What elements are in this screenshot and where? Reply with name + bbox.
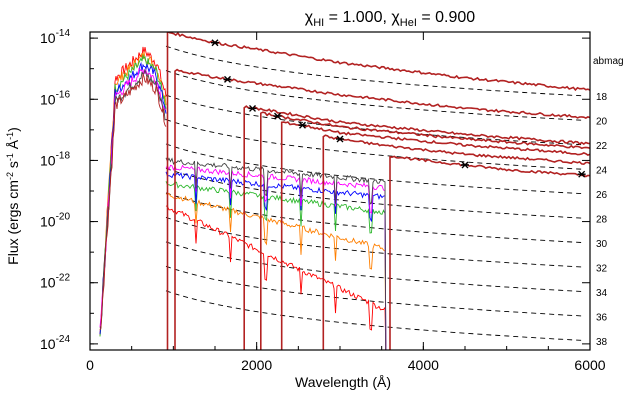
abmag-line-18 xyxy=(165,45,583,97)
redshifted-spectrum-2 xyxy=(243,105,590,350)
abmag-label-20: 20 xyxy=(596,117,608,128)
x-tick-label: 2000 xyxy=(241,357,272,373)
marker-point xyxy=(461,161,469,169)
y-tick-label: 10-20 xyxy=(40,212,70,230)
abmag-line-36 xyxy=(165,265,583,317)
marker-point xyxy=(336,135,344,143)
y-tick-label: 10-22 xyxy=(40,273,70,291)
abmag-label-18: 18 xyxy=(596,92,608,103)
marker-point xyxy=(211,39,219,47)
spectrum-line-5 xyxy=(165,157,387,350)
abmag-line-28 xyxy=(165,168,583,219)
abmag-label-34: 34 xyxy=(596,288,608,299)
marker-point xyxy=(577,170,586,178)
axes: 0 2000 4000 6000 10-14 10-16 10-18 10-20 10-22 10… xyxy=(40,28,608,373)
redshifted-spectrum-1 xyxy=(174,68,590,350)
plot-frame xyxy=(89,31,591,351)
marker-point xyxy=(298,121,307,129)
spectrum-line-3 xyxy=(165,171,387,350)
spectrum-line-4 xyxy=(165,164,387,350)
x-tick-label: 4000 xyxy=(408,357,439,373)
spectrum-line-2 xyxy=(165,181,387,350)
abmag-line-30 xyxy=(165,192,583,244)
abmag-label-22: 22 xyxy=(596,141,608,152)
y-tick-label: 10-16 xyxy=(40,89,70,107)
abmag-label-36: 36 xyxy=(596,312,608,323)
redshifted-spectrum-0 xyxy=(166,32,590,350)
spectrum-line-1 xyxy=(165,192,387,350)
redshifted-spectrum-5 xyxy=(322,134,590,350)
abmag-header: abmag xyxy=(593,56,624,67)
y-tick-label: 10-14 xyxy=(40,28,70,46)
marker-point xyxy=(248,104,257,112)
x-tick-label: 6000 xyxy=(574,357,605,373)
abmag-line-32 xyxy=(165,216,583,268)
abmag-line-20 xyxy=(165,70,583,121)
abmag-label-38: 38 xyxy=(596,337,608,348)
restframe-uv-6 xyxy=(99,73,167,331)
abmag-label-32: 32 xyxy=(596,263,608,274)
abmag-label-26: 26 xyxy=(596,190,608,201)
abmag-line-38 xyxy=(165,290,583,341)
x-tick-label: 0 xyxy=(86,357,94,373)
restframe-uv-1 xyxy=(99,51,167,336)
plot-area xyxy=(99,32,590,350)
restframe-uv-5 xyxy=(99,68,167,329)
abmag-label-30: 30 xyxy=(596,239,608,250)
redshifted-spectrum-6 xyxy=(389,155,590,350)
redshifted-spectrum-3 xyxy=(259,111,590,350)
abmag-label-28: 28 xyxy=(596,215,608,226)
x-axis-label: Wavelength (Å) xyxy=(295,374,391,390)
abmag-line-26 xyxy=(165,143,583,195)
y-tick-label: 10-24 xyxy=(40,334,70,352)
abmag-line-34 xyxy=(165,241,583,292)
y-axis-label: Flux (ergs cm-2 s-1 Å-1) xyxy=(5,127,21,265)
abmag-line-22 xyxy=(165,94,583,146)
marker-point xyxy=(223,75,232,83)
y-tick-label: 10-18 xyxy=(40,150,70,168)
redshifted-spectrum-4 xyxy=(280,121,590,350)
marker-point xyxy=(273,112,282,120)
spectrum-line-0 xyxy=(165,205,387,350)
chart-title: χHI = 1.000, χHeI = 0.900 xyxy=(305,9,475,29)
abmag-label-24: 24 xyxy=(596,166,608,177)
abmag-line-24 xyxy=(165,119,583,170)
